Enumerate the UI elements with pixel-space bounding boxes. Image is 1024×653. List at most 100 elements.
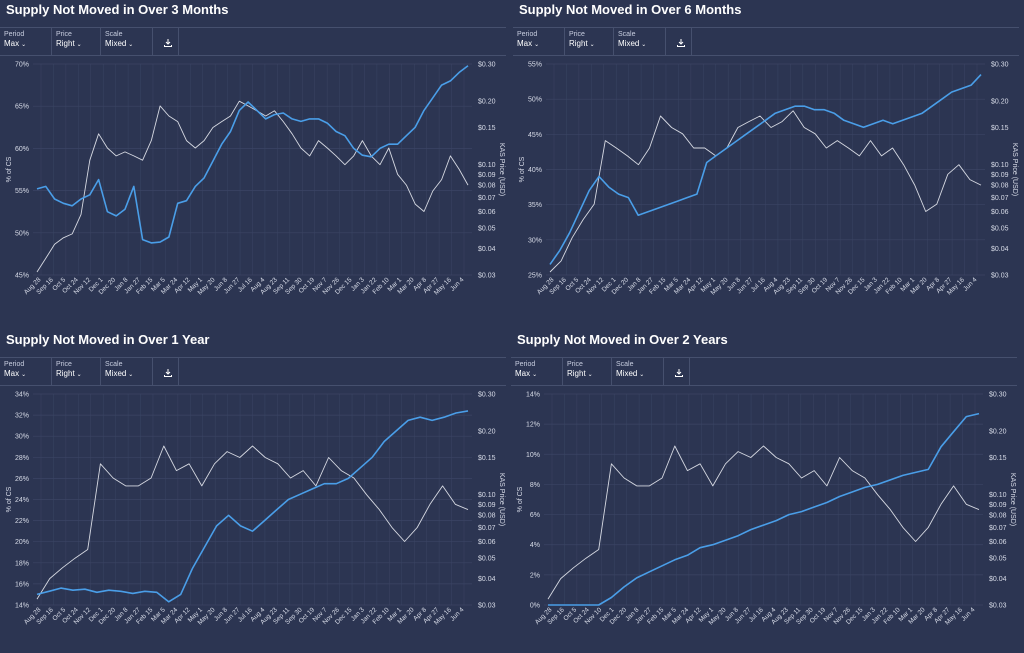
- download-button[interactable]: [666, 28, 692, 55]
- chevron-down-icon: ⌄: [534, 42, 540, 48]
- chevron-down-icon: ⌄: [76, 42, 82, 48]
- y2-tick-label: $0.09: [478, 172, 496, 179]
- download-icon: [676, 38, 685, 47]
- y2-tick-label: $0.08: [478, 183, 496, 190]
- download-icon: [674, 368, 683, 377]
- period-dropdown[interactable]: Period Max ⌄: [0, 28, 52, 55]
- y2-tick-label: $0.20: [478, 99, 496, 106]
- controls-bar: Period Max ⌄ Price Right ⌄ Scale Mixed ⌄: [513, 27, 1019, 56]
- price-dropdown[interactable]: Price Right ⌄: [52, 28, 101, 55]
- download-icon: [163, 368, 172, 377]
- y2-axis-title: KAS Price (USD): [1009, 473, 1016, 526]
- y2-tick-label: $0.10: [478, 492, 496, 499]
- y2-tick-label: $0.04: [478, 576, 496, 583]
- y-tick-label: 6%: [530, 512, 540, 519]
- y2-tick-label: $0.20: [991, 99, 1009, 106]
- y2-tick-label: $0.08: [989, 513, 1007, 520]
- y-tick-label: 70%: [15, 62, 29, 69]
- y2-tick-label: $0.10: [478, 162, 496, 169]
- y-tick-label: 35%: [528, 202, 542, 209]
- y-axis-title: % of CS: [6, 486, 13, 512]
- download-button[interactable]: [153, 28, 179, 55]
- price-dropdown[interactable]: Price Right ⌄: [52, 358, 101, 385]
- scale-dropdown[interactable]: Scale Mixed ⌄: [614, 28, 666, 55]
- scale-dropdown[interactable]: Scale Mixed ⌄: [101, 358, 153, 385]
- chart-panel-6-months: Supply Not Moved in Over 6 Months Period…: [513, 0, 1019, 322]
- y2-tick-label: $0.30: [989, 392, 1007, 399]
- y2-tick-label: $0.10: [991, 162, 1009, 169]
- chevron-down-icon: ⌄: [532, 372, 538, 378]
- y-tick-label: 0%: [530, 603, 540, 610]
- period-dropdown[interactable]: Period Max ⌄: [513, 28, 565, 55]
- chevron-down-icon: ⌄: [639, 372, 645, 378]
- supply-line: [36, 65, 469, 244]
- y2-tick-label: $0.20: [478, 429, 496, 436]
- y2-tick-label: $0.15: [989, 455, 1007, 462]
- controls-bar: Period Max ⌄ Price Right ⌄ Scale Mixed ⌄: [0, 27, 506, 56]
- y2-tick-label: $0.30: [478, 62, 496, 69]
- y-tick-label: 45%: [15, 273, 29, 280]
- y2-tick-label: $0.15: [478, 455, 496, 462]
- y-tick-label: 16%: [15, 581, 29, 588]
- price-line: [36, 445, 469, 600]
- y2-tick-label: $0.06: [989, 539, 1007, 546]
- period-dropdown[interactable]: Period Max ⌄: [511, 358, 563, 385]
- y2-tick-label: $0.05: [991, 226, 1009, 233]
- download-button[interactable]: [664, 358, 690, 385]
- y2-axis-title: KAS Price (USD): [498, 473, 505, 526]
- price-dropdown[interactable]: Price Right ⌄: [565, 28, 614, 55]
- download-button[interactable]: [153, 358, 179, 385]
- chevron-down-icon: ⌄: [76, 372, 82, 378]
- chevron-down-icon: ⌄: [641, 42, 647, 48]
- y2-tick-label: $0.30: [478, 392, 496, 399]
- scale-dropdown[interactable]: Scale Mixed ⌄: [612, 358, 664, 385]
- y-tick-label: 30%: [15, 434, 29, 441]
- panel-title: Supply Not Moved in Over 2 Years: [517, 332, 728, 347]
- y2-tick-label: $0.05: [478, 556, 496, 563]
- y2-tick-label: $0.03: [991, 273, 1009, 280]
- chevron-down-icon: ⌄: [128, 372, 134, 378]
- y2-tick-label: $0.15: [991, 125, 1009, 132]
- y2-tick-label: $0.04: [991, 246, 1009, 253]
- y-tick-label: 55%: [15, 188, 29, 195]
- y-tick-label: 20%: [15, 539, 29, 546]
- y-tick-label: 34%: [15, 392, 29, 399]
- supply-line: [549, 74, 982, 265]
- y2-tick-label: $0.06: [991, 209, 1009, 216]
- y2-tick-label: $0.07: [989, 525, 1007, 532]
- price-line: [549, 110, 982, 273]
- y-tick-label: 4%: [530, 542, 540, 549]
- y-tick-label: 45%: [528, 132, 542, 139]
- download-icon: [163, 38, 172, 47]
- y2-axis-title: KAS Price (USD): [1011, 143, 1018, 196]
- scale-dropdown[interactable]: Scale Mixed ⌄: [101, 28, 153, 55]
- y-tick-label: 12%: [526, 422, 540, 429]
- y2-tick-label: $0.06: [478, 539, 496, 546]
- y2-tick-label: $0.09: [989, 502, 1007, 509]
- y-tick-label: 14%: [15, 603, 29, 610]
- supply-line: [548, 412, 980, 606]
- y-tick-label: 60%: [15, 146, 29, 153]
- y-tick-label: 32%: [15, 413, 29, 420]
- y2-tick-label: $0.08: [478, 513, 496, 520]
- y2-tick-label: $0.04: [989, 576, 1007, 583]
- y-tick-label: 25%: [528, 273, 542, 280]
- period-dropdown[interactable]: Period Max ⌄: [0, 358, 52, 385]
- y2-tick-label: $0.06: [478, 209, 496, 216]
- y-tick-label: 40%: [528, 167, 542, 174]
- x-tick-label: Jun 4: [962, 276, 978, 292]
- y2-tick-label: $0.08: [991, 183, 1009, 190]
- price-dropdown[interactable]: Price Right ⌄: [563, 358, 612, 385]
- chevron-down-icon: ⌄: [128, 42, 134, 48]
- y2-tick-label: $0.07: [478, 195, 496, 202]
- panel-title: Supply Not Moved in Over 1 Year: [6, 332, 210, 347]
- y2-tick-label: $0.03: [989, 603, 1007, 610]
- y-tick-label: 30%: [528, 237, 542, 244]
- y-tick-label: 14%: [526, 392, 540, 399]
- x-tick-label: Jun 4: [960, 606, 976, 622]
- y2-tick-label: $0.03: [478, 603, 496, 610]
- y-tick-label: 24%: [15, 497, 29, 504]
- chevron-down-icon: ⌄: [587, 372, 593, 378]
